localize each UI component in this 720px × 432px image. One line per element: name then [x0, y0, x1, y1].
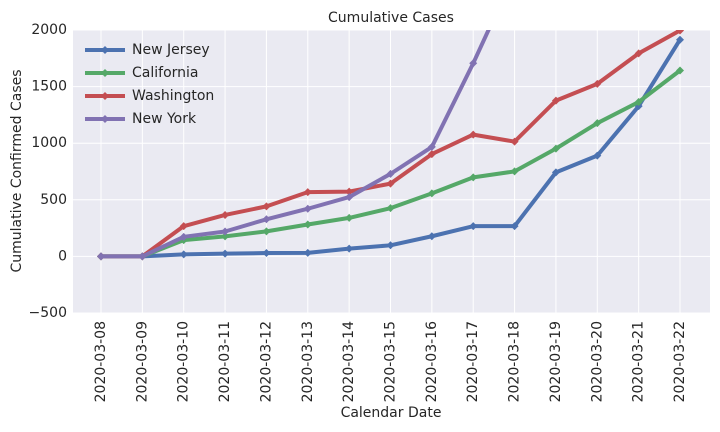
data-point	[593, 119, 602, 128]
data-point	[345, 244, 354, 253]
legend-marker	[101, 69, 109, 77]
data-point	[593, 79, 602, 88]
data-point	[138, 252, 147, 261]
data-point	[593, 151, 602, 160]
x-tick-label: 2020-03-11	[217, 321, 233, 402]
x-tick-label: 2020-03-17	[465, 321, 481, 402]
data-point	[262, 215, 271, 224]
chart-title: Cumulative Cases	[328, 10, 454, 26]
x-tick-label: 2020-03-22	[672, 321, 688, 402]
data-point	[676, 30, 684, 35]
data-point	[221, 249, 230, 258]
data-point	[551, 168, 560, 177]
data-point	[97, 252, 105, 261]
data-point	[386, 169, 395, 178]
data-point	[427, 232, 436, 241]
data-point	[469, 130, 478, 139]
data-point	[345, 193, 354, 202]
legend-marker	[101, 115, 109, 123]
data-point	[221, 227, 230, 236]
x-tick-label: 2020-03-14	[341, 321, 357, 402]
legend-marker	[101, 46, 109, 54]
legend-label: New Jersey	[132, 42, 210, 58]
data-point	[303, 248, 312, 257]
legend-label: Washington	[132, 88, 214, 104]
x-tick-label: 2020-03-21	[631, 321, 647, 402]
legend-label: New York	[132, 111, 197, 127]
data-point	[179, 232, 188, 241]
data-point	[427, 150, 436, 159]
data-point	[221, 232, 230, 241]
x-tick-label: 2020-03-13	[300, 321, 316, 402]
data-point	[262, 202, 271, 211]
x-tick-label: 2020-03-12	[258, 321, 274, 402]
legend-label: California	[132, 65, 198, 81]
data-point	[510, 167, 519, 176]
y-tick-label: −500	[29, 305, 67, 321]
data-point	[179, 222, 188, 231]
data-point	[634, 49, 643, 58]
x-tick-label: 2020-03-10	[176, 321, 192, 402]
data-point	[676, 35, 684, 44]
x-axis-label: Calendar Date	[341, 405, 442, 421]
data-point	[634, 97, 643, 106]
data-point	[427, 189, 436, 198]
y-tick-label: 1000	[31, 135, 67, 151]
y-tick-label: 0	[58, 248, 67, 264]
x-tick-label: 2020-03-20	[589, 321, 605, 402]
data-point	[469, 222, 478, 231]
data-point	[262, 227, 271, 236]
data-point	[262, 249, 271, 258]
data-point	[676, 66, 684, 75]
x-tick-label: 2020-03-15	[383, 321, 399, 402]
x-tick-label: 2020-03-16	[424, 321, 440, 402]
x-tick-label: 2020-03-19	[548, 321, 564, 402]
data-point	[386, 241, 395, 250]
data-point	[386, 204, 395, 213]
y-tick-label: 500	[40, 192, 67, 208]
y-tick-label: 1500	[31, 79, 67, 95]
data-point	[303, 188, 312, 197]
data-point	[551, 144, 560, 153]
data-point	[179, 250, 188, 259]
data-point	[386, 179, 395, 188]
data-point	[345, 187, 354, 196]
data-point	[469, 173, 478, 182]
data-point	[345, 213, 354, 222]
legend-marker	[101, 92, 109, 100]
y-tick-label: 2000	[31, 22, 67, 38]
data-point	[221, 210, 230, 219]
data-point	[510, 222, 519, 231]
data-point	[510, 137, 519, 146]
data-point	[303, 220, 312, 229]
data-point	[303, 204, 312, 213]
y-axis-label: Cumulative Confirmed Cases	[9, 69, 25, 272]
data-point	[427, 142, 436, 151]
x-tick-label: 2020-03-09	[134, 321, 150, 402]
x-tick-label: 2020-03-08	[93, 321, 109, 402]
data-point	[551, 96, 560, 105]
x-tick-label: 2020-03-18	[507, 321, 523, 402]
data-point	[469, 59, 478, 68]
